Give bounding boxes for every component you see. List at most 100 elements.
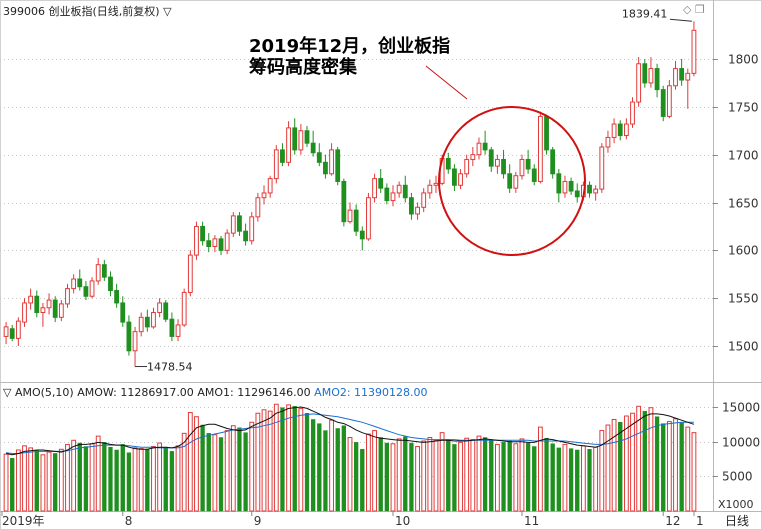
- volume-bar: [114, 449, 119, 512]
- chart-title-bar[interactable]: 399006 创业板指(日线,前复权) ▽: [3, 3, 172, 19]
- title-dropdown-icon[interactable]: ▽: [163, 5, 172, 18]
- candle-body: [366, 197, 371, 240]
- candle-body: [409, 197, 414, 215]
- candle-body: [230, 215, 236, 234]
- candle-body: [169, 318, 175, 337]
- volume-bar: [329, 419, 334, 512]
- volume-bar: [323, 430, 328, 512]
- volume-bar: [224, 430, 230, 512]
- candle-body: [494, 158, 500, 167]
- candle: [292, 118, 298, 155]
- candle-body: [396, 184, 402, 194]
- volume-bar: [384, 442, 390, 512]
- volume-bar: [464, 437, 470, 512]
- volume-bar: [34, 450, 39, 512]
- volume-bar: [77, 442, 82, 512]
- volume-bar: [433, 439, 439, 512]
- candle: [52, 296, 58, 323]
- candle-body: [642, 63, 648, 84]
- volume-bar: [452, 444, 457, 512]
- volume-bar: [292, 406, 297, 512]
- candle-body: [359, 230, 365, 240]
- volume-bar: [666, 421, 672, 512]
- candle: [224, 229, 230, 255]
- candle-body: [304, 130, 310, 144]
- volume-bar: [661, 423, 666, 512]
- volume-bars: [3, 403, 697, 512]
- candle: [243, 223, 248, 246]
- candle: [138, 312, 144, 337]
- candle-body: [28, 295, 34, 304]
- candle: [316, 143, 322, 167]
- amow-value: AMOW: 11286917.00: [77, 386, 194, 399]
- candle-body: [200, 225, 206, 242]
- candle: [359, 226, 365, 251]
- volume-bar: [347, 437, 353, 512]
- indicator-name[interactable]: AMO(5,10): [14, 386, 74, 399]
- volume-bar: [138, 448, 144, 512]
- candle: [636, 57, 642, 107]
- candle: [230, 212, 236, 237]
- volume-bar: [273, 403, 279, 512]
- x-tick-label: 9: [254, 514, 262, 528]
- candle-body: [83, 286, 89, 297]
- amo1-value: AMO1: 11296146.00: [197, 386, 311, 399]
- candle-body: [617, 123, 623, 137]
- candle-body: [101, 264, 107, 278]
- candle: [335, 147, 341, 186]
- candle: [329, 143, 334, 176]
- candle: [108, 271, 113, 297]
- candle-body: [525, 158, 531, 170]
- candle-body: [243, 230, 248, 242]
- window-restore-icon[interactable]: ❐: [694, 3, 705, 16]
- candle: [46, 293, 52, 315]
- candle-body: [660, 89, 666, 117]
- volume-dropdown-icon[interactable]: ▽: [3, 386, 12, 399]
- candle: [323, 154, 328, 179]
- candle-body: [120, 302, 126, 323]
- candle-body: [482, 142, 488, 151]
- volume-bar: [494, 443, 500, 512]
- candle: [77, 269, 83, 291]
- period-label[interactable]: 日线: [725, 514, 749, 528]
- candle-body: [685, 72, 691, 81]
- diamond-icon[interactable]: ◇: [683, 3, 692, 16]
- volume-bar: [648, 407, 654, 512]
- candle: [218, 235, 224, 256]
- volume-bar: [605, 424, 611, 512]
- volume-bar: [237, 427, 242, 512]
- x-tick-label: 10: [395, 514, 410, 528]
- candle: [65, 283, 70, 308]
- candle: [169, 312, 175, 342]
- candle: [163, 300, 169, 323]
- price-tick-labels: 1500 1550 1600 1650 1700 1750 1800: [713, 53, 759, 354]
- volume-bar: [194, 416, 199, 512]
- volume-bar: [378, 437, 383, 512]
- volume-bar: [439, 432, 445, 512]
- candle: [267, 175, 273, 198]
- candle: [550, 147, 556, 179]
- candle-body: [654, 68, 660, 91]
- candle: [353, 204, 359, 236]
- candle-body: [9, 328, 15, 339]
- candle-body: [378, 178, 384, 189]
- candle-body: [593, 188, 599, 194]
- candle-body: [415, 206, 420, 215]
- candle-body: [151, 312, 156, 328]
- annotation-pointer: [425, 65, 468, 100]
- price-tick-label: 1500: [728, 340, 759, 354]
- x-tick-label: 12: [665, 514, 680, 528]
- price-grid: [0, 59, 713, 347]
- candle: [144, 309, 150, 332]
- candle-body: [138, 316, 144, 333]
- volume-bar: [218, 437, 224, 512]
- candle-body: [15, 320, 21, 339]
- candle-body: [611, 123, 617, 138]
- volume-bar: [685, 426, 691, 512]
- candle-body: [249, 216, 255, 242]
- volume-bar: [544, 437, 549, 512]
- candle: [89, 277, 95, 299]
- volume-bar: [654, 416, 660, 512]
- volume-bar: [599, 430, 605, 512]
